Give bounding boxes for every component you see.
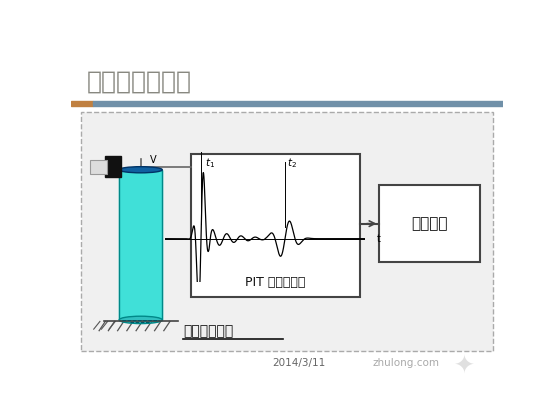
Text: $t_2$: $t_2$ [287,156,297,170]
Bar [72,50,502,104]
Bar [93,101,502,106]
Text: 加速度传感器: 加速度传感器 [183,324,234,339]
Text: PIT 基桩测试仪: PIT 基桩测试仪 [245,276,306,289]
Text: $t_1$: $t_1$ [205,156,215,170]
Bar [72,101,93,106]
Text: V: V [151,155,157,165]
Ellipse shape [119,167,162,173]
Text: t: t [377,234,381,244]
Bar [90,160,107,173]
Text: zhulong.com: zhulong.com [373,358,440,368]
Text: ✦: ✦ [454,354,474,378]
Text: 输出设备: 输出设备 [411,216,447,231]
Bar [81,112,493,351]
Bar [119,170,162,320]
Text: 现场检测流通图: 现场检测流通图 [87,70,192,94]
Bar [191,154,360,297]
Bar [105,156,121,177]
Bar [380,185,479,262]
Ellipse shape [119,316,162,323]
Text: 2014/3/11: 2014/3/11 [272,358,325,368]
Bar [119,170,162,320]
